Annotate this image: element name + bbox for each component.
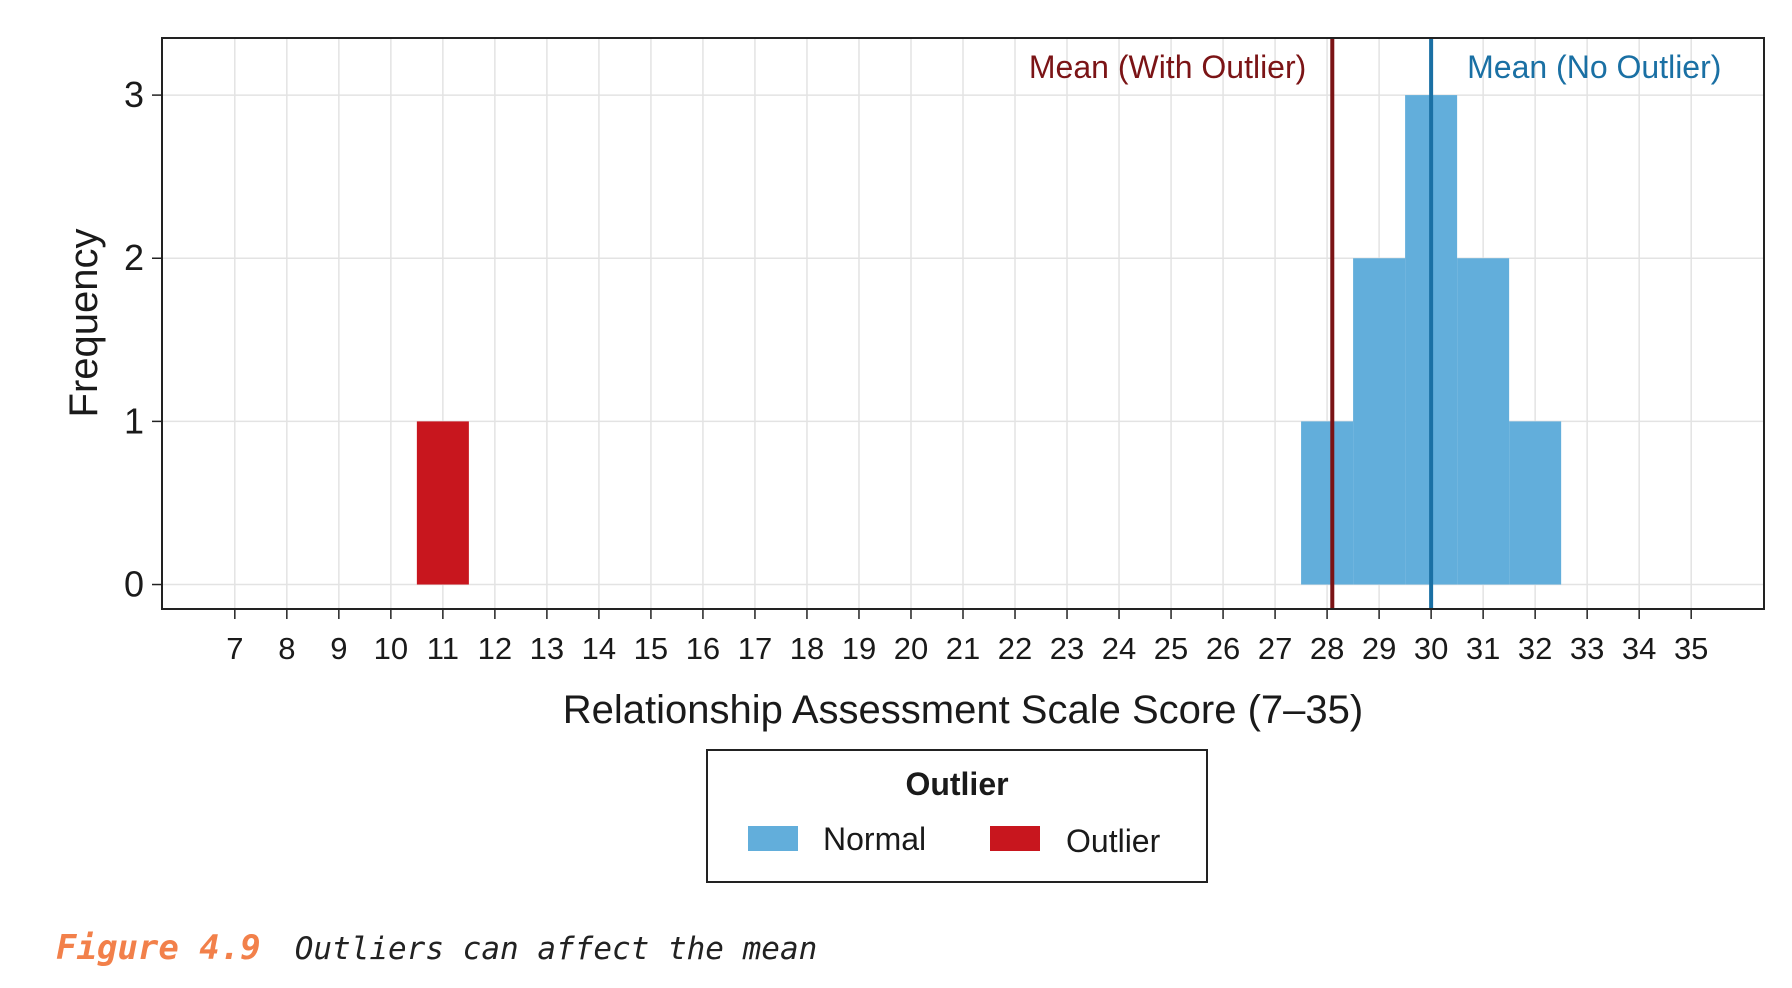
y-tick-label: 3 bbox=[124, 74, 144, 115]
y-tick-label: 2 bbox=[124, 237, 144, 278]
x-tick-label: 25 bbox=[1154, 631, 1188, 666]
x-tick-label: 18 bbox=[790, 631, 824, 666]
x-tick-label: 26 bbox=[1206, 631, 1240, 666]
figure-number: Figure 4.9 bbox=[56, 928, 261, 968]
legend: Outlier Normal Outlier bbox=[706, 749, 1208, 883]
x-tick-label: 34 bbox=[1622, 631, 1656, 666]
x-tick-label: 21 bbox=[946, 631, 980, 666]
caption-text: Outliers can affect the mean bbox=[294, 931, 818, 967]
x-tick-label: 35 bbox=[1674, 631, 1708, 666]
y-tick-label: 0 bbox=[124, 564, 144, 605]
x-tick-label: 16 bbox=[686, 631, 720, 666]
mean-line-label: Mean (No Outlier) bbox=[1467, 49, 1721, 85]
x-tick-label: 27 bbox=[1258, 631, 1292, 666]
x-tick-label: 20 bbox=[894, 631, 928, 666]
x-tick-label: 10 bbox=[374, 631, 408, 666]
x-tick-label: 14 bbox=[582, 631, 616, 666]
x-tick-label: 30 bbox=[1414, 631, 1448, 666]
legend-swatch-normal bbox=[748, 826, 798, 851]
x-tick-label: 13 bbox=[530, 631, 564, 666]
x-tick-label: 22 bbox=[998, 631, 1032, 666]
bar-normal bbox=[1301, 421, 1354, 585]
x-tick-label: 29 bbox=[1362, 631, 1396, 666]
x-tick-label: 23 bbox=[1050, 631, 1084, 666]
x-tick-label: 12 bbox=[478, 631, 512, 666]
y-axis-title: Frequency bbox=[62, 229, 106, 418]
mean-lines: Mean (With Outlier) Mean (No Outlier) bbox=[1029, 38, 1721, 609]
x-tick-label: 19 bbox=[842, 631, 876, 666]
bar-normal bbox=[1457, 258, 1510, 585]
x-tick-label: 8 bbox=[278, 631, 295, 666]
x-tick-label: 11 bbox=[427, 631, 459, 666]
bar-outlier bbox=[416, 421, 469, 585]
x-tick-label: 32 bbox=[1518, 631, 1552, 666]
legend-label-outlier: Outlier bbox=[1066, 823, 1161, 859]
legend-frame bbox=[706, 749, 1208, 883]
bar-normal bbox=[1509, 421, 1562, 585]
x-tick-label: 17 bbox=[738, 631, 772, 666]
x-tick-label: 7 bbox=[226, 631, 243, 666]
legend-label-normal: Normal bbox=[823, 821, 926, 857]
x-tick-label: 28 bbox=[1310, 631, 1344, 666]
x-tick-label: 9 bbox=[330, 631, 347, 666]
bars bbox=[416, 95, 1562, 585]
bar-normal bbox=[1353, 258, 1406, 585]
x-tick-label: 31 bbox=[1466, 631, 1500, 666]
x-axis-title: Relationship Assessment Scale Score (7–3… bbox=[563, 688, 1363, 732]
legend-swatch-outlier bbox=[990, 826, 1040, 851]
y-tick-label: 1 bbox=[124, 400, 144, 441]
x-tick-label: 24 bbox=[1102, 631, 1136, 666]
x-axis-ticks: 7 8 9 10 11 12 13 14 15 16 17 18 19 20 21 22 23 24 25 26 27 2… bbox=[226, 609, 1708, 666]
mean-line-label: Mean (With Outlier) bbox=[1029, 49, 1306, 85]
x-tick-label: 15 bbox=[634, 631, 668, 666]
legend-title: Outlier bbox=[905, 766, 1008, 802]
figure-caption: Figure 4.9 Outliers can affect the mean bbox=[56, 928, 817, 976]
x-tick-label: 33 bbox=[1570, 631, 1604, 666]
y-axis-ticks: 0 1 2 3 bbox=[124, 74, 162, 605]
